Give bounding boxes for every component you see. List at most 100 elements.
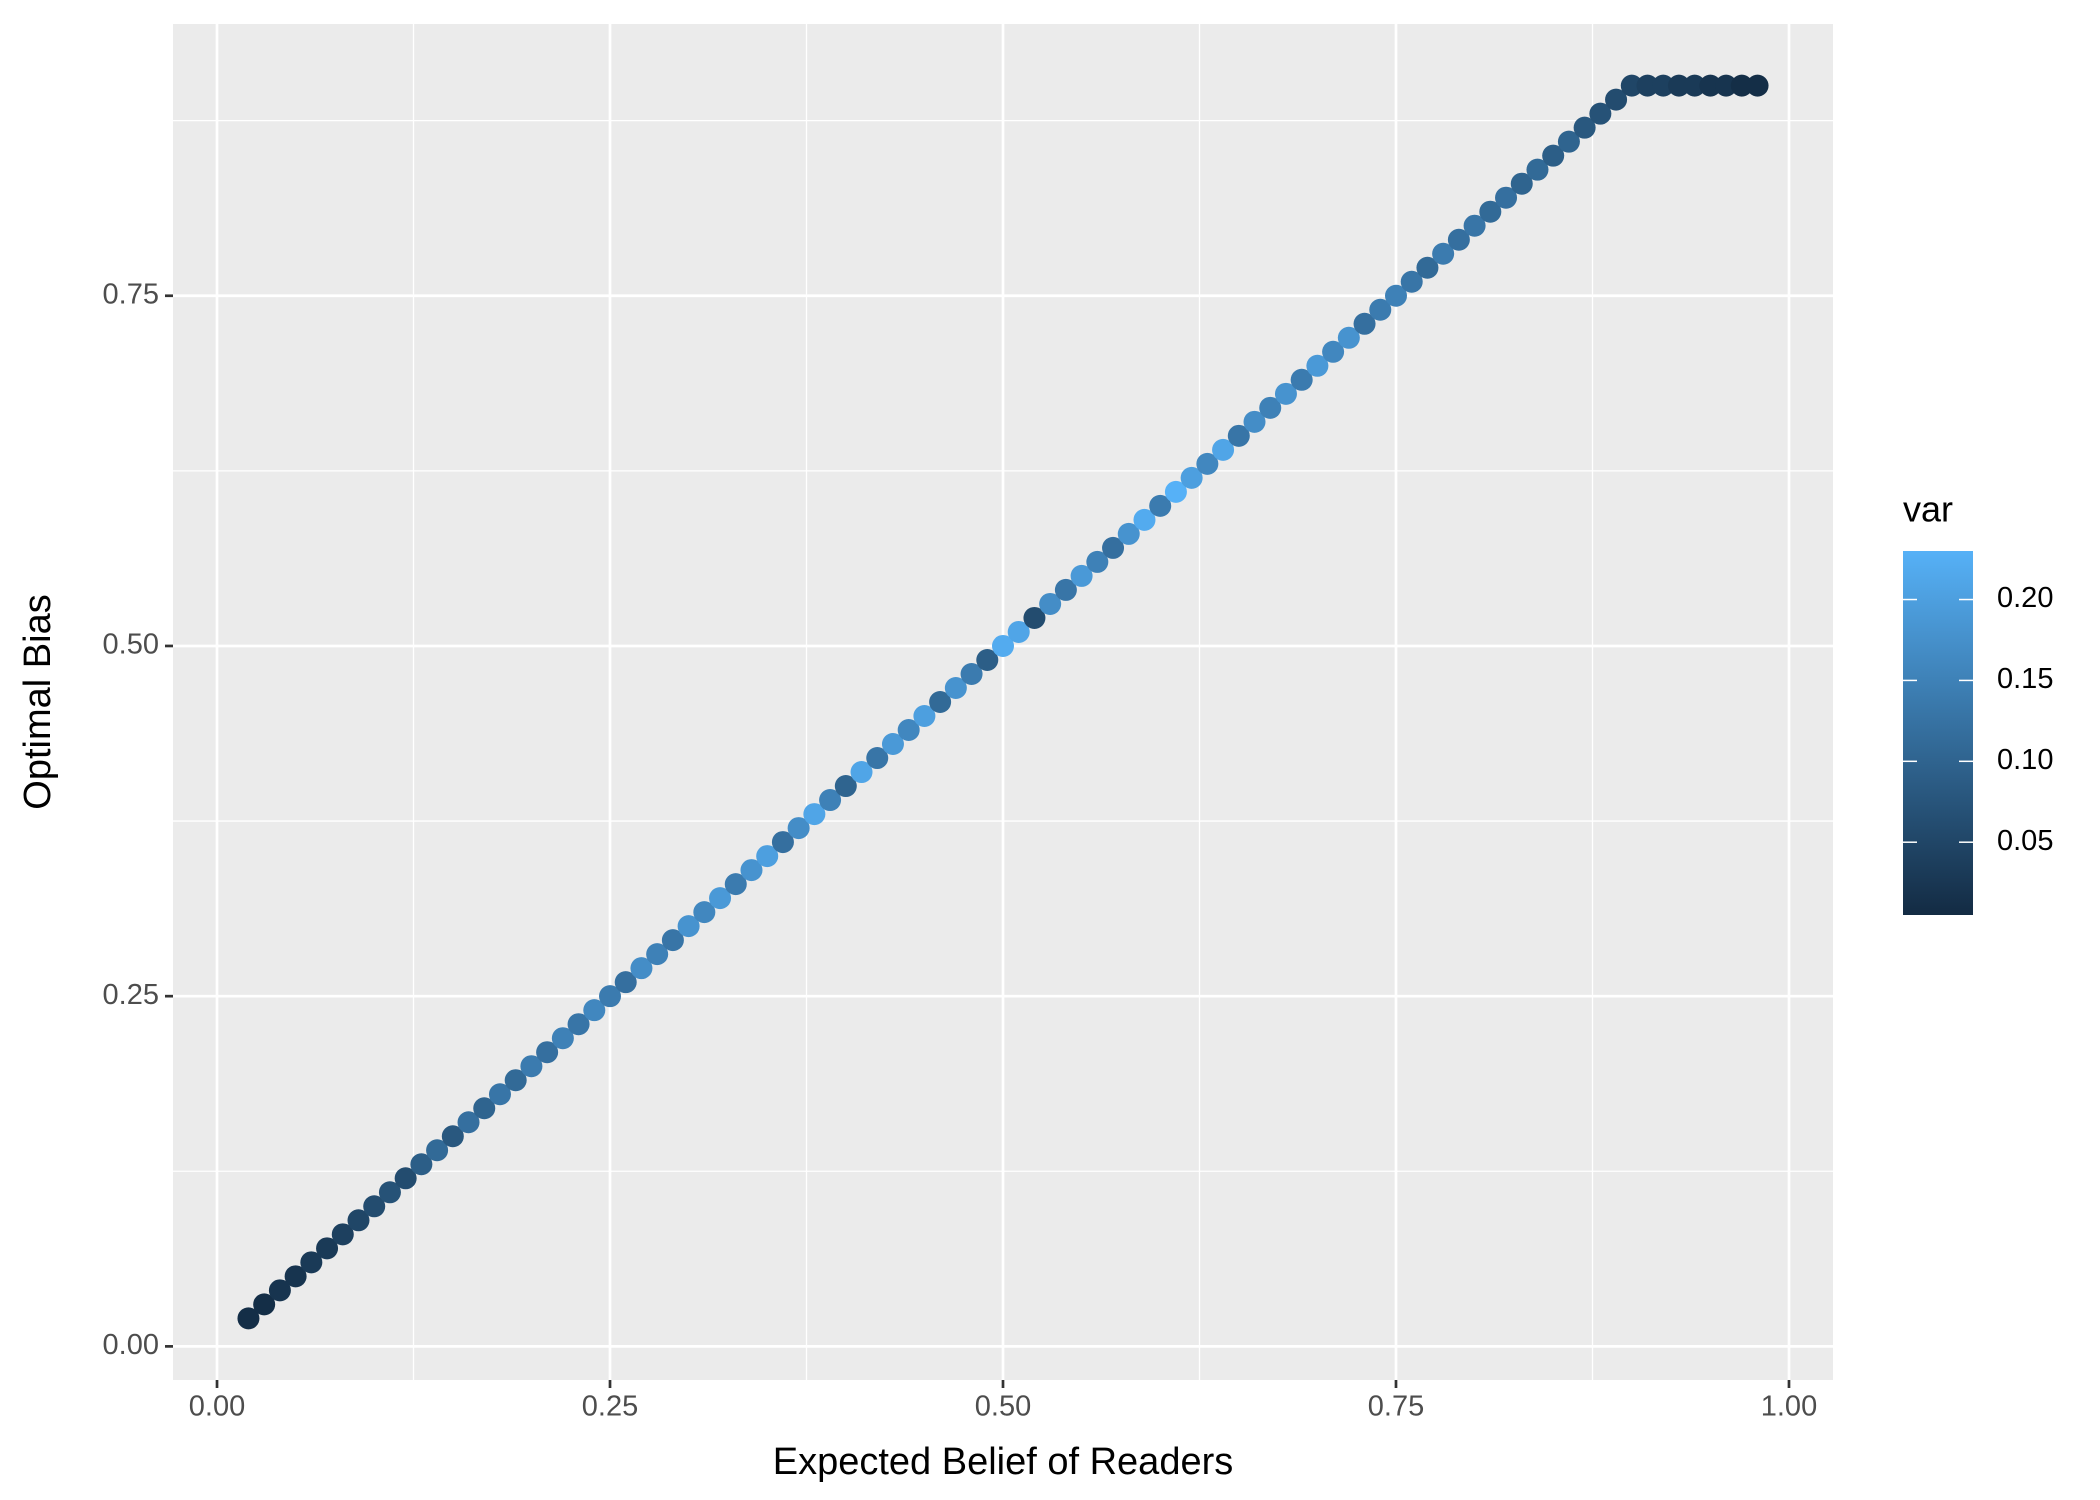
point [567, 1013, 590, 1036]
colorbar [1903, 551, 1973, 915]
point [771, 831, 794, 854]
x-axis-title: Expected Belief of Readers [773, 1441, 1234, 1483]
point [1573, 116, 1596, 139]
x-tick-label: 0.25 [582, 1391, 638, 1423]
point [1102, 536, 1125, 559]
point [709, 887, 732, 910]
y-tick-label: 0.25 [103, 979, 159, 1011]
point [457, 1111, 480, 1134]
point [929, 691, 952, 713]
point [1070, 564, 1093, 587]
point [237, 1307, 260, 1330]
point [488, 1083, 511, 1106]
point [693, 901, 716, 924]
point [1526, 158, 1549, 181]
x-tick-label: 1.00 [1761, 1391, 1817, 1423]
point [1495, 186, 1518, 209]
point [300, 1251, 323, 1274]
point [881, 733, 904, 756]
point [1353, 312, 1376, 335]
colorbar-label: 0.20 [1997, 582, 2053, 614]
point [1542, 144, 1565, 167]
point [504, 1069, 527, 1092]
point [316, 1237, 339, 1260]
point [1699, 74, 1722, 97]
point [1023, 606, 1046, 629]
point [1636, 74, 1659, 97]
point [913, 705, 936, 728]
point [1133, 508, 1156, 531]
point [787, 817, 810, 840]
point [819, 789, 842, 812]
point [661, 929, 684, 952]
point [1432, 242, 1455, 265]
point [473, 1097, 496, 1120]
point [1416, 256, 1439, 279]
point [1479, 200, 1502, 223]
point [1715, 74, 1738, 97]
point [1683, 74, 1706, 97]
point [1589, 102, 1612, 125]
point [740, 859, 763, 882]
point [1510, 172, 1533, 195]
point [976, 648, 999, 671]
point [992, 634, 1014, 657]
point [284, 1265, 307, 1288]
point [1322, 340, 1345, 363]
point [347, 1209, 370, 1232]
point [960, 662, 983, 685]
point [1620, 74, 1643, 97]
point [756, 845, 779, 868]
point [599, 985, 622, 1008]
colorbar-label: 0.05 [1997, 825, 2053, 857]
point [646, 943, 669, 966]
point [1117, 522, 1140, 545]
point [1180, 466, 1203, 489]
point [441, 1125, 464, 1148]
point [614, 971, 637, 994]
point [1290, 368, 1313, 391]
point [1007, 620, 1030, 643]
legend-title: var [1903, 489, 1953, 530]
x-tick-label: 0.00 [189, 1391, 245, 1423]
point [331, 1223, 354, 1246]
point [1054, 578, 1077, 601]
point [834, 775, 857, 798]
point [520, 1055, 543, 1078]
y-tick-label: 0.00 [103, 1329, 159, 1361]
point [1746, 74, 1769, 97]
point [1086, 550, 1109, 573]
point [1164, 480, 1187, 503]
point [1039, 592, 1062, 615]
point [1463, 214, 1486, 237]
point [897, 719, 920, 742]
colorbar-label: 0.10 [1997, 744, 2053, 776]
point [944, 676, 967, 699]
point [1384, 284, 1407, 307]
y-tick-label: 0.75 [103, 278, 159, 310]
point [410, 1153, 433, 1176]
point [1652, 74, 1675, 97]
point [630, 957, 653, 980]
point [363, 1195, 386, 1218]
point [1557, 130, 1580, 153]
point [677, 915, 700, 938]
point [378, 1181, 401, 1204]
x-tick-label: 0.75 [1368, 1391, 1424, 1423]
point [253, 1293, 276, 1316]
point [1149, 494, 1172, 517]
y-tick-label: 0.50 [103, 629, 159, 661]
point [536, 1041, 559, 1064]
colorbar-label: 0.15 [1997, 663, 2053, 695]
point [1400, 270, 1423, 293]
point [1274, 382, 1297, 405]
x-tick-label: 0.50 [975, 1391, 1031, 1423]
point [803, 803, 826, 826]
point [1447, 228, 1470, 251]
point [1212, 438, 1235, 461]
y-axis-title: Optimal Bias [17, 594, 59, 809]
point [1227, 424, 1250, 447]
point [394, 1167, 417, 1190]
point [1337, 326, 1360, 349]
